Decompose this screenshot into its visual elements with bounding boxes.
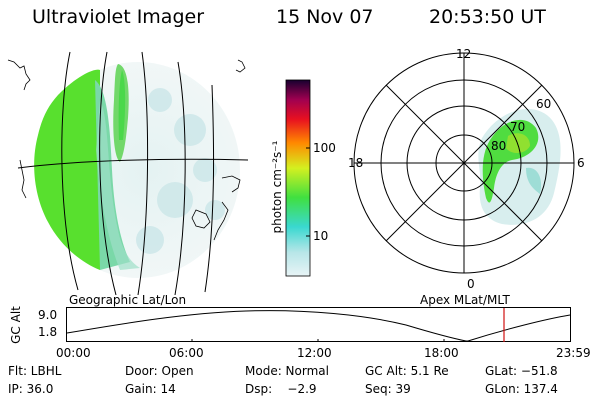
mlt-label-6: 6 (577, 156, 585, 170)
mlt-label-18: 18 (348, 156, 364, 170)
observation-time: 20:53:50 UT (429, 6, 546, 28)
lat-label-80: 80 (491, 139, 507, 153)
colorbar (285, 79, 311, 277)
geographic-auroral-image (7, 51, 249, 295)
info-glon: GLon: 137.4 (485, 382, 558, 396)
geo-panel-label: Geographic Lat/Lon (69, 293, 187, 307)
info-seq: Seq: 39 (365, 382, 411, 396)
altitude-x-ticks (191, 339, 445, 342)
time-tick-1800: 18:00 (424, 346, 459, 360)
info-mode: Mode: Normal (245, 364, 329, 378)
time-tick-0000: 00:00 (56, 346, 91, 360)
altitude-plot-frame (66, 307, 571, 342)
altitude-axis-label: GC Alt (9, 306, 23, 344)
colorbar-scale (285, 79, 311, 277)
time-tick-0600: 06:00 (169, 346, 204, 360)
polar-mlt-meridians (354, 53, 574, 273)
time-tick-2359: 23:59 (556, 346, 591, 360)
colorbar-tick-10: 10 (313, 229, 329, 243)
geo-grid-latitude (17, 158, 249, 169)
time-tick-1200: 12:00 (297, 346, 332, 360)
info-glat: GLat: −51.8 (485, 364, 558, 378)
geo-noise-speckle (136, 88, 225, 254)
info-door: Door: Open (125, 364, 194, 378)
apex-panel-label: Apex MLat/MLT (420, 293, 510, 307)
geo-grid-meridians (61, 51, 215, 295)
info-gain: Gain: 14 (125, 382, 176, 396)
instrument-title: Ultraviolet Imager (32, 6, 205, 28)
observation-date: 15 Nov 07 (276, 6, 374, 28)
lat-label-70: 70 (510, 120, 526, 134)
colorbar-unit-label: photon cm⁻²s⁻¹ (270, 140, 284, 234)
mlt-label-12: 12 (456, 47, 472, 61)
info-ip: IP: 36.0 (8, 382, 54, 396)
lat-label-60: 60 (536, 97, 552, 111)
info-gc-alt: GC Alt: 5.1 Re (365, 364, 449, 378)
altitude-timeline-plot (66, 307, 571, 342)
geo-limb-emission (34, 69, 100, 270)
altitude-curve (66, 310, 571, 342)
colorbar-tick-100: 100 (313, 141, 336, 155)
geo-coastlines (7, 59, 246, 241)
info-dsp: Dsp: −2.9 (245, 382, 317, 396)
info-flt: Flt: LBHL (8, 364, 62, 378)
mlt-label-0: 0 (467, 277, 475, 291)
polar-mlt-plot (353, 52, 575, 274)
altitude-tick-9: 9.0 (38, 308, 58, 322)
altitude-tick-1-8: 1.8 (38, 325, 58, 339)
